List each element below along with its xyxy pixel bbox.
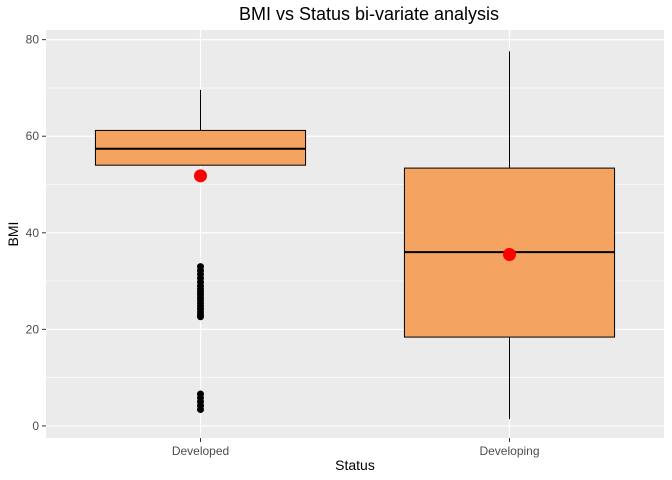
- x-tick-label-developing: Developing: [479, 444, 539, 458]
- x-axis: Developed Developing: [172, 438, 540, 458]
- x-axis-title: Status: [335, 457, 375, 473]
- x-tick-label-developed: Developed: [172, 444, 229, 458]
- outlier-point: [197, 313, 204, 321]
- mean-marker: [194, 169, 207, 183]
- box-group-developed: [94, 89, 307, 414]
- box-group-developing: [403, 51, 616, 420]
- y-tick-label: 40: [26, 226, 40, 240]
- y-tick-label: 60: [26, 129, 40, 143]
- mean-marker: [503, 248, 516, 262]
- outlier-point: [197, 406, 204, 414]
- chart-title: BMI vs Status bi-variate analysis: [239, 4, 499, 24]
- y-tick-label: 20: [26, 322, 40, 336]
- y-tick-label: 80: [26, 33, 40, 47]
- y-tick-label: 0: [32, 419, 39, 433]
- y-axis: 0 20 40 60 80: [26, 33, 46, 433]
- y-axis-title: BMI: [5, 222, 21, 247]
- box-marks: [94, 51, 616, 420]
